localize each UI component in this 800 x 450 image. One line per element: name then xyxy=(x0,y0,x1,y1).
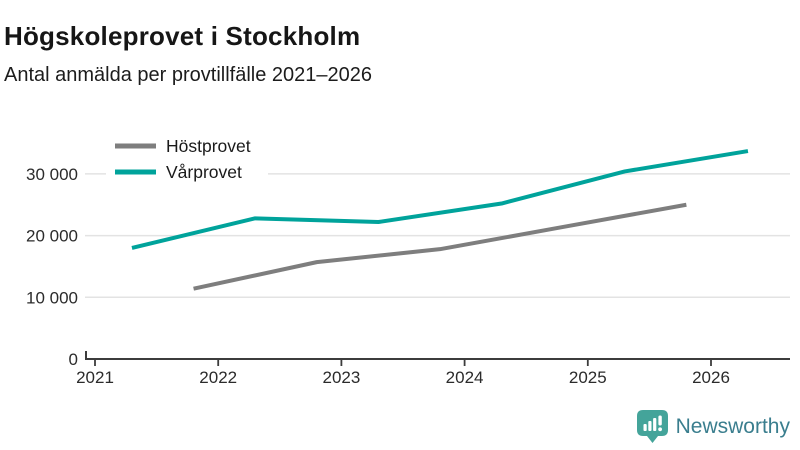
x-tick-label: 2024 xyxy=(446,368,484,387)
y-tick-label: 20 000 xyxy=(26,227,78,246)
x-tick-label: 2021 xyxy=(76,368,114,387)
x-tick-label: 2025 xyxy=(569,368,607,387)
newsworthy-logo[interactable]: Newsworthy xyxy=(636,410,790,443)
page-subtitle: Antal anmälda per provtillfälle 2021–202… xyxy=(4,64,373,86)
legend-label-höstprovet: Höstprovet xyxy=(166,136,251,156)
newsworthy-bars-icon xyxy=(636,410,668,443)
x-tick-label: 2026 xyxy=(692,368,730,387)
legend-label-vårprovet: Vårprovet xyxy=(166,162,242,182)
newsworthy-wordmark: Newsworthy xyxy=(675,414,790,438)
x-tick-label: 2022 xyxy=(199,368,237,387)
y-tick-label: 0 xyxy=(69,350,78,369)
page-title: Högskoleprovet i Stockholm xyxy=(4,21,361,52)
series-line-höstprovet xyxy=(193,202,687,291)
y-tick-label: 30 000 xyxy=(26,165,78,184)
y-tick-label: 10 000 xyxy=(26,288,78,307)
series-line-vårprovet xyxy=(131,149,749,250)
x-tick-label: 2023 xyxy=(322,368,360,387)
